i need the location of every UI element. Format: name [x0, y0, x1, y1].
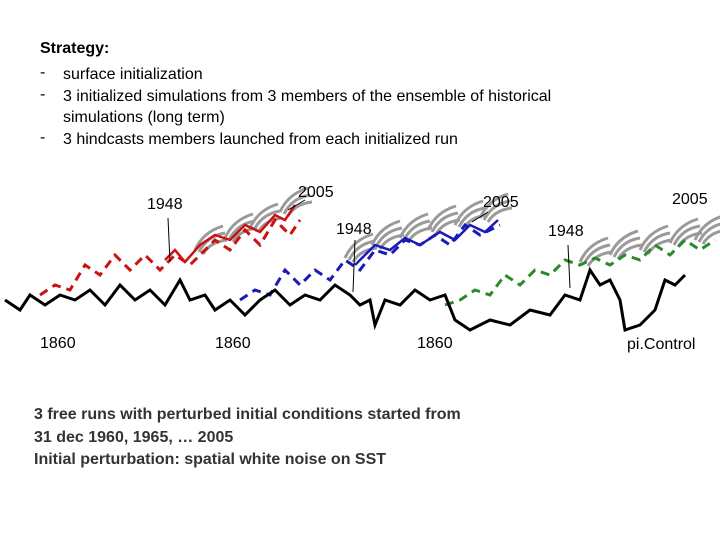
year-label: 1948	[147, 196, 183, 213]
bullet-dash: -	[40, 86, 46, 103]
year-label: 1860	[417, 335, 453, 352]
title: Strategy:	[40, 40, 110, 57]
fans	[193, 186, 720, 268]
year-label: 1948	[548, 223, 584, 240]
bullet: 3 initialized simulations from 3 members…	[63, 88, 552, 126]
year-label: 2005	[298, 184, 334, 201]
bullet-dash: -	[40, 129, 46, 146]
footer-line: 31 dec 1960, 1965, … 2005	[34, 429, 234, 446]
year-label: 1948	[336, 221, 372, 238]
year-label: 1860	[40, 335, 76, 352]
year-label: 2005	[483, 194, 519, 211]
green-dashed-line	[444, 238, 716, 307]
pointer-lines	[167, 199, 571, 293]
footer-line: 3 free runs with perturbed initial condi…	[34, 406, 461, 423]
footer-line: Initial perturbation: spatial white nois…	[34, 451, 387, 468]
bullet-dash: -	[40, 64, 46, 81]
bullet: 3 hindcasts members launched from each i…	[63, 131, 458, 148]
red-solid-line	[164, 204, 297, 264]
year-label: 2005	[672, 191, 708, 208]
blue-solid-line	[354, 219, 499, 266]
control-line	[4, 266, 687, 332]
red-dashed-line	[39, 217, 302, 297]
year-label: 1860	[215, 335, 251, 352]
control-label: pi.Control	[627, 336, 696, 353]
bullet: surface initialization	[63, 66, 203, 83]
